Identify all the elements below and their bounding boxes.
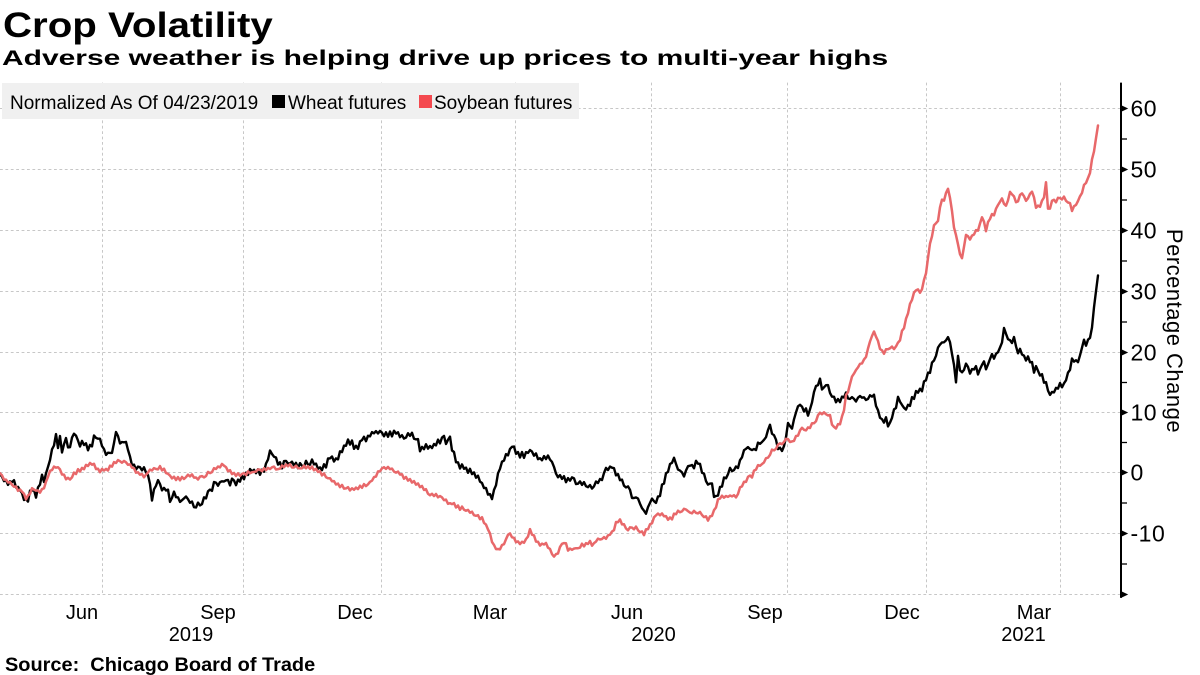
svg-text:Adverse weather is helping dri: Adverse weather is helping drive up pric… [2,45,888,70]
svg-text:50: 50 [1131,157,1158,183]
svg-text:30: 30 [1131,279,1158,305]
svg-text:Dec: Dec [337,602,373,624]
svg-text:Normalized As Of 04/23/2019: Normalized As Of 04/23/2019 [10,93,258,114]
svg-text:60: 60 [1131,96,1158,122]
svg-text:Jun: Jun [611,602,643,624]
svg-text:Jun: Jun [66,602,98,624]
svg-text:Sep: Sep [747,602,783,624]
svg-text:Mar: Mar [473,602,508,624]
svg-text:Percentage Change: Percentage Change [1162,229,1187,433]
svg-text:Crop Volatility: Crop Volatility [3,5,273,44]
svg-text:2021: 2021 [1001,624,1046,646]
svg-text:20: 20 [1131,340,1158,366]
svg-text:10: 10 [1131,400,1158,426]
svg-text:Wheat futures: Wheat futures [288,93,406,114]
svg-text:Sep: Sep [200,602,236,624]
svg-text:Mar: Mar [1017,602,1052,624]
svg-text:0: 0 [1131,460,1144,486]
svg-text:2020: 2020 [631,624,676,646]
svg-text:2019: 2019 [169,624,214,646]
svg-text:Dec: Dec [884,602,920,624]
svg-text:Soybean futures: Soybean futures [434,93,572,114]
svg-text:40: 40 [1131,218,1158,244]
svg-text:Source: Chicago Board of Trad: Source: Chicago Board of Trade [5,654,315,675]
svg-text:-10: -10 [1131,521,1166,547]
